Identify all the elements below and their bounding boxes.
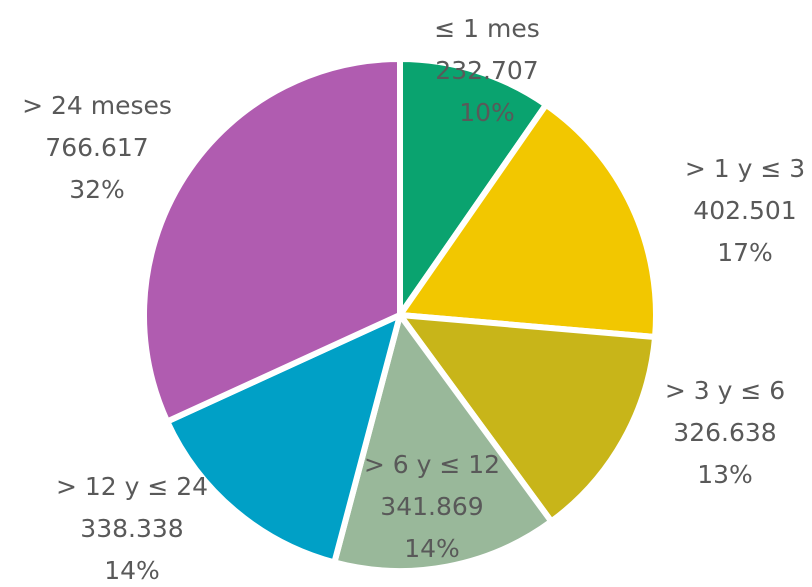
value-label: 338.338 [80,514,183,543]
percent-label: 10% [459,98,515,127]
pie-slice [397,56,550,318]
percent-label: 17% [717,238,773,267]
pie-slice [397,312,659,525]
slice-label: ≤ 1 mes [434,14,540,43]
value-label: 341.869 [380,492,483,521]
percent-label: 14% [404,534,460,563]
slice-label: > 1 y ≤ 3 [685,154,805,183]
pie-slice [141,56,403,425]
pie-slice [164,312,403,566]
slice-label: > 24 meses [22,91,172,120]
percent-label: 13% [697,460,753,489]
value-label: 326.638 [673,418,776,447]
percent-label: 14% [104,556,160,585]
slice-label: > 12 y ≤ 24 [56,472,208,501]
pie-slice [331,312,555,574]
percent-label: 32% [69,175,125,204]
pie-slice [397,101,659,341]
value-label: 402.501 [693,196,796,225]
slice-label: > 3 y ≤ 6 [665,376,785,405]
slice-label: > 6 y ≤ 12 [364,450,500,479]
value-label: 232.707 [435,56,538,85]
value-label: 766.617 [45,133,148,162]
